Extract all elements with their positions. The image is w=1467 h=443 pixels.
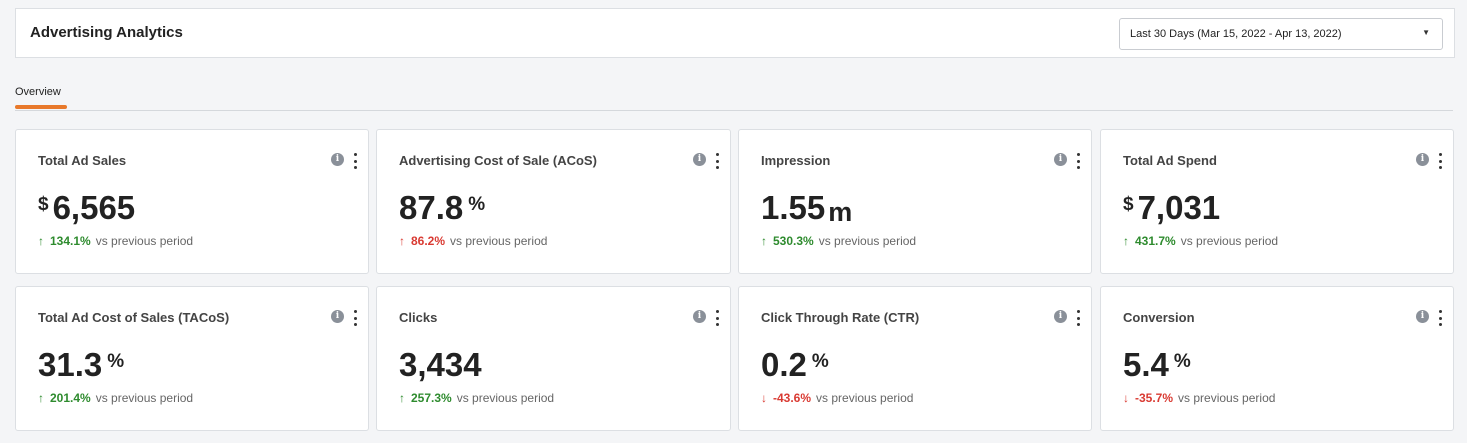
change-arrow-icon: ↑	[761, 234, 767, 248]
change-percent: -43.6%	[773, 391, 812, 405]
change-arrow-icon: ↑	[38, 391, 44, 405]
more-options-icon[interactable]	[352, 153, 358, 169]
more-options-icon[interactable]	[1075, 153, 1081, 169]
date-range-select[interactable]: Last 30 Days (Mar 15, 2022 - Apr 13, 202…	[1119, 18, 1443, 50]
metric-unit: %	[1173, 351, 1191, 372]
metric-card: Impression i 1.55 m ↑ 530.3% vs previous…	[738, 129, 1092, 274]
more-options-icon[interactable]	[714, 153, 720, 169]
change-arrow-icon: ↑	[399, 391, 405, 405]
metric-title: Conversion	[1123, 310, 1195, 325]
comparison-label: vs previous period	[456, 391, 555, 405]
metric-value-row: 31.3 %	[38, 345, 124, 385]
change-arrow-icon: ↑	[399, 234, 405, 248]
more-options-icon[interactable]	[1075, 310, 1081, 326]
metric-change: ↑ 530.3% vs previous period	[761, 234, 916, 248]
metric-card: Total Ad Cost of Sales (TACoS) i 31.3 % …	[15, 286, 369, 431]
change-percent: 134.1%	[50, 234, 91, 248]
info-icon[interactable]: i	[1416, 153, 1430, 167]
metric-value: 0.2	[761, 346, 807, 383]
currency-symbol: $	[38, 194, 49, 215]
metric-title: Impression	[761, 153, 831, 168]
tab-overview[interactable]: Overview	[15, 86, 61, 98]
metric-value: 31.3	[38, 346, 103, 383]
currency-symbol: $	[1123, 194, 1134, 215]
caret-down-icon: ▼	[1422, 28, 1430, 37]
metric-change: ↓ -35.7% vs previous period	[1123, 391, 1275, 405]
comparison-label: vs previous period	[1180, 234, 1279, 248]
metric-unit: %	[107, 351, 125, 372]
info-icon[interactable]: i	[693, 310, 707, 324]
more-options-icon[interactable]	[352, 310, 358, 326]
metric-value: 87.8	[399, 189, 464, 226]
metric-value-row: 1.55 m	[761, 188, 852, 228]
metric-value: 3,434	[399, 346, 482, 383]
info-icon[interactable]: i	[1054, 310, 1068, 324]
metric-value-row: $ 6,565	[38, 188, 135, 228]
comparison-label: vs previous period	[95, 234, 194, 248]
change-arrow-icon: ↓	[761, 391, 767, 405]
comparison-label: vs previous period	[816, 391, 914, 405]
more-options-icon[interactable]	[714, 310, 720, 326]
metric-title: Total Ad Cost of Sales (TACoS)	[38, 310, 230, 325]
change-percent: 257.3%	[411, 391, 452, 405]
metric-value-row: 87.8 %	[399, 188, 485, 228]
active-tab-indicator	[15, 105, 67, 109]
metric-card: Total Ad Sales i $ 6,565 ↑ 134.1% vs pre…	[15, 129, 369, 274]
metric-value: 6,565	[52, 189, 136, 226]
more-options-icon[interactable]	[1437, 153, 1443, 169]
tab-bar: Overview	[15, 86, 1453, 111]
change-percent: 530.3%	[773, 234, 814, 248]
change-arrow-icon: ↑	[1123, 234, 1129, 248]
metric-value-row: $ 7,031	[1123, 188, 1220, 228]
metric-change: ↑ 201.4% vs previous period	[38, 391, 193, 405]
metric-unit: %	[468, 194, 486, 215]
info-icon[interactable]: i	[1416, 310, 1430, 324]
metric-card: Conversion i 5.4 % ↓ -35.7% vs previous …	[1100, 286, 1454, 431]
metric-card: Click Through Rate (CTR) i 0.2 % ↓ -43.6…	[738, 286, 1092, 431]
comparison-label: vs previous period	[818, 234, 917, 248]
info-icon[interactable]: i	[331, 310, 345, 324]
change-arrow-icon: ↓	[1123, 391, 1129, 405]
metric-card: Clicks i 3,434 ↑ 257.3% vs previous peri…	[376, 286, 731, 431]
comparison-label: vs previous period	[95, 391, 194, 405]
info-icon[interactable]: i	[331, 153, 345, 167]
comparison-label: vs previous period	[450, 234, 548, 248]
metric-value: 7,031	[1137, 189, 1221, 226]
metric-card: Advertising Cost of Sale (ACoS) i 87.8 %…	[376, 129, 731, 274]
metric-title: Total Ad Spend	[1123, 153, 1217, 168]
metric-value: 5.4	[1123, 346, 1169, 383]
metric-change: ↑ 431.7% vs previous period	[1123, 234, 1278, 248]
info-icon[interactable]: i	[693, 153, 707, 167]
page-title: Advertising Analytics	[30, 24, 183, 41]
change-percent: 201.4%	[50, 391, 91, 405]
metric-title: Total Ad Sales	[38, 153, 127, 168]
metric-change: ↑ 257.3% vs previous period	[399, 391, 554, 405]
metric-change: ↑ 134.1% vs previous period	[38, 234, 193, 248]
metric-unit: %	[811, 351, 829, 372]
metric-change: ↓ -43.6% vs previous period	[761, 391, 913, 405]
metric-title: Click Through Rate (CTR)	[761, 310, 920, 325]
comparison-label: vs previous period	[1178, 391, 1276, 405]
metric-title: Clicks	[399, 310, 438, 325]
change-arrow-icon: ↑	[38, 234, 44, 248]
more-options-icon[interactable]	[1437, 310, 1443, 326]
metric-title: Advertising Cost of Sale (ACoS)	[399, 153, 597, 168]
page-header: Advertising Analytics Last 30 Days (Mar …	[15, 8, 1455, 58]
date-range-value: Last 30 Days (Mar 15, 2022 - Apr 13, 202…	[1130, 28, 1342, 40]
metric-value: 1.55	[761, 189, 826, 226]
metric-card: Total Ad Spend i $ 7,031 ↑ 431.7% vs pre…	[1100, 129, 1454, 274]
metric-unit: m	[828, 197, 853, 227]
metric-value-row: 5.4 %	[1123, 345, 1191, 385]
metric-value-row: 3,434	[399, 345, 482, 385]
change-percent: 86.2%	[411, 234, 446, 248]
info-icon[interactable]: i	[1054, 153, 1068, 167]
metric-value-row: 0.2 %	[761, 345, 829, 385]
change-percent: -35.7%	[1135, 391, 1174, 405]
change-percent: 431.7%	[1135, 234, 1176, 248]
metric-change: ↑ 86.2% vs previous period	[399, 234, 547, 248]
